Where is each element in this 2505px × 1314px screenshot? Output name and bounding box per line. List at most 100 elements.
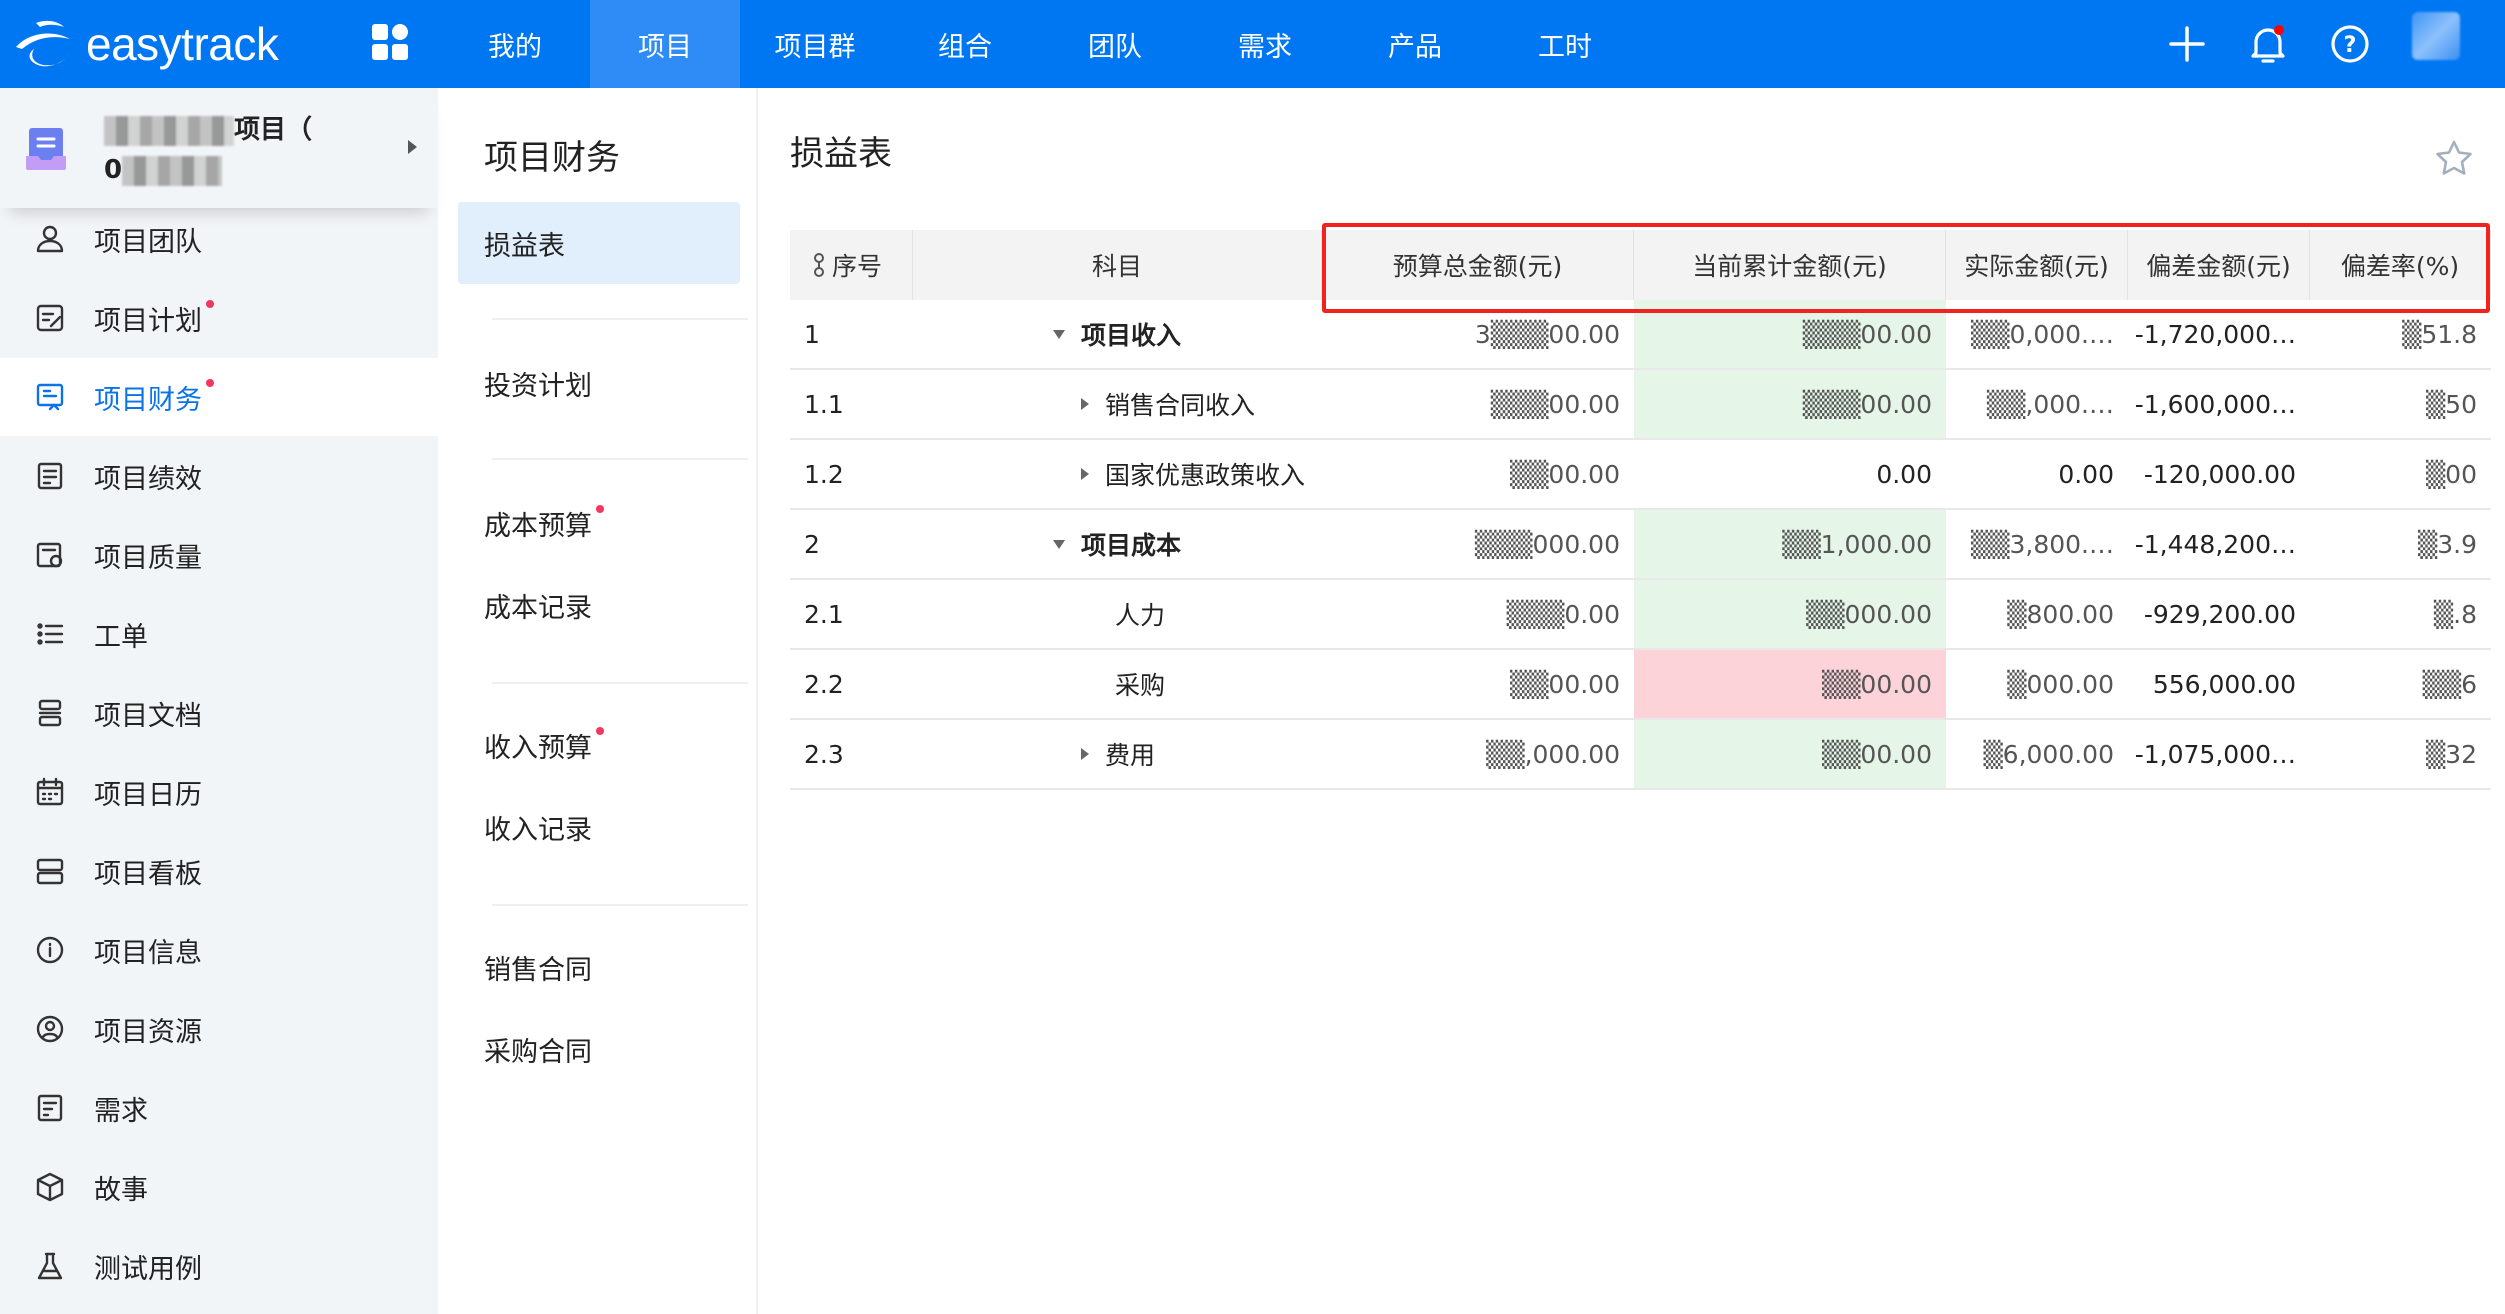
table-row[interactable]: 2.2 采购 ▒▒00.00 ▒▒00.00 ▒000.00 556,000.00 ▒▒6 bbox=[790, 650, 2491, 720]
current-cell: ▒▒▒00.00 bbox=[1634, 370, 1946, 438]
sidebar-item-10[interactable]: 项目资源 bbox=[0, 990, 438, 1068]
table-row[interactable]: 1.1 销售合同收入 ▒▒▒00.00 ▒▒▒00.00 ▒▒,000.… -1,600,… bbox=[790, 370, 2491, 440]
current-cell: ▒▒000.00 bbox=[1634, 580, 1946, 648]
avatar[interactable] bbox=[2412, 12, 2460, 60]
sidebar-item-7[interactable]: 项目日历 bbox=[0, 753, 438, 831]
row-number: 1.2 bbox=[790, 440, 913, 508]
project-name-text: 项目（ bbox=[234, 115, 313, 145]
sidebar-item-5[interactable]: 工单 bbox=[0, 595, 438, 673]
sidebar-item-3[interactable]: 项目绩效 bbox=[0, 437, 438, 515]
column-header-0[interactable]: 序号 bbox=[790, 230, 913, 300]
nav-item-4[interactable]: 团队 bbox=[1088, 31, 1142, 63]
nav-item-3[interactable]: 组合 bbox=[938, 31, 992, 63]
subnav-item-7[interactable]: 采购合同 bbox=[458, 1008, 740, 1090]
column-header-label: 偏差率(%) bbox=[2340, 252, 2460, 281]
document-icon bbox=[38, 699, 62, 727]
sidebar-item-label: 项目财务 bbox=[94, 384, 202, 416]
rate-cell: ▒51.8 bbox=[2310, 300, 2491, 368]
sidebar-item-2[interactable]: 项目财务 bbox=[0, 358, 438, 436]
actual-cell: ▒800.00 bbox=[1946, 580, 2128, 648]
collapse-caret-icon[interactable] bbox=[1053, 539, 1065, 549]
expand-arrow-icon[interactable] bbox=[408, 140, 417, 154]
budget-cell: ▒▒▒00.00 bbox=[1322, 370, 1634, 438]
collapse-caret-icon[interactable] bbox=[1053, 329, 1065, 339]
sidebar-item-0[interactable]: 项目团队 bbox=[0, 200, 438, 278]
sidebar-item-8[interactable]: 项目看板 bbox=[0, 832, 438, 910]
sidebar-item-9[interactable]: 项目信息 bbox=[0, 911, 438, 989]
project-switcher[interactable]: 项目（ 0 bbox=[0, 88, 438, 208]
nav-item-7[interactable]: 工时 bbox=[1538, 31, 1592, 63]
nav-item-6[interactable]: 产品 bbox=[1388, 31, 1442, 63]
table-row[interactable]: 2 项目成本 ▒▒▒000.00 ▒▒1,000.00 ▒▒3,800.… -1,448,… bbox=[790, 510, 2491, 580]
deviation-value: -120,000.00 bbox=[2143, 459, 2296, 489]
budget-cell: ▒▒▒000.00 bbox=[1322, 510, 1634, 578]
favorite-star-icon[interactable] bbox=[2434, 138, 2474, 178]
deviation-cell: -1,720,000… bbox=[2128, 300, 2310, 368]
nav-item-0[interactable]: 我的 bbox=[488, 31, 542, 63]
plan-icon bbox=[36, 304, 64, 332]
subnav-item-5[interactable]: 收入记录 bbox=[458, 786, 740, 868]
current-cell: ▒▒▒00.00 bbox=[1634, 300, 1946, 368]
row-number: 2 bbox=[790, 510, 913, 578]
top-nav: 我的 项目 项目群 组合 团队 需求 产品 工时 bbox=[440, 0, 1640, 88]
column-header-4[interactable]: 实际金额(元) bbox=[1946, 230, 2128, 300]
column-header-2[interactable]: 预算总金额(元) bbox=[1322, 230, 1634, 300]
sidebar-item-11[interactable]: 需求 bbox=[0, 1069, 438, 1147]
plus-icon[interactable] bbox=[2165, 22, 2209, 66]
table-row[interactable]: 1.2 国家优惠政策收入 ▒▒00.00 0.00 0.00 -120,000.00 ▒00 bbox=[790, 440, 2491, 510]
sidebar-item-1[interactable]: 项目计划 bbox=[0, 279, 438, 357]
subnav-item-3[interactable]: 成本记录 bbox=[458, 564, 740, 646]
row-number: 1 bbox=[790, 300, 913, 368]
requirement-icon bbox=[37, 1094, 63, 1122]
actual-cell: ▒▒0,000.… bbox=[1946, 300, 2128, 368]
subject-cell: 项目成本 bbox=[913, 510, 1322, 578]
subject-cell: 采购 bbox=[913, 650, 1322, 718]
row-number-text: 1.2 bbox=[804, 459, 844, 489]
subnav-item-4[interactable]: 收入预算 bbox=[458, 704, 740, 786]
table-row[interactable]: 1 项目收入 3▒▒▒00.00 ▒▒▒00.00 ▒▒0,000.… -1,720,00… bbox=[790, 300, 2491, 370]
help-icon[interactable]: ? bbox=[2328, 22, 2372, 66]
table-row[interactable]: 2.3 费用 ▒▒,000.00 ▒▒00.00 ▒6,000.00 -1,075,000… bbox=[790, 720, 2491, 790]
actual-cell: ▒6,000.00 bbox=[1946, 720, 2128, 788]
nav-item-1[interactable]: 项目 bbox=[590, 0, 740, 88]
project-sidebar: 项目（ 0 项目团队项目计划项目财务项目绩效 项目质量 工单 项目文档 项目日历 项目看板… bbox=[0, 88, 438, 1314]
column-header-5[interactable]: 偏差金额(元) bbox=[2128, 230, 2310, 300]
rate-cell: ▒.8 bbox=[2310, 580, 2491, 648]
current-value: ▒▒▒00.00 bbox=[1802, 389, 1932, 419]
subnav-item-6[interactable]: 销售合同 bbox=[458, 926, 740, 1008]
subnav-item-1[interactable]: 投资计划 bbox=[458, 342, 740, 424]
sidebar-item-label: 项目计划 bbox=[94, 305, 202, 337]
redacted-text bbox=[122, 155, 223, 186]
expand-caret-icon[interactable] bbox=[1081, 748, 1089, 760]
sidebar-item-6[interactable]: 项目文档 bbox=[0, 674, 438, 752]
subnav-item-label: 采购合同 bbox=[484, 1036, 592, 1068]
subnav-item-2[interactable]: 成本预算 bbox=[458, 482, 740, 564]
actual-value: ▒000.00 bbox=[2007, 669, 2114, 699]
notification-dot bbox=[206, 300, 214, 308]
actual-cell: ▒000.00 bbox=[1946, 650, 2128, 718]
bell-icon[interactable] bbox=[2246, 22, 2290, 66]
sidebar-item-4[interactable]: 项目质量 bbox=[0, 516, 438, 594]
column-header-3[interactable]: 当前累计金额(元) bbox=[1634, 230, 1946, 300]
current-value: ▒▒00.00 bbox=[1821, 739, 1932, 769]
top-bar: easytrack 我的 项目 项目群 组合 团队 需求 产品 工时 ? bbox=[0, 0, 2505, 88]
logo[interactable]: easytrack bbox=[14, 12, 279, 76]
subject-text: 项目成本 bbox=[1081, 531, 1182, 560]
subnav-item-0[interactable]: 损益表 bbox=[458, 202, 740, 284]
sidebar-item-12[interactable]: 故事 bbox=[0, 1148, 438, 1226]
rate-cell: ▒50 bbox=[2310, 370, 2491, 438]
expand-caret-icon[interactable] bbox=[1081, 398, 1089, 410]
expand-caret-icon[interactable] bbox=[1081, 468, 1089, 480]
nav-item-5[interactable]: 需求 bbox=[1238, 31, 1292, 63]
apps-grid-icon[interactable] bbox=[372, 24, 408, 60]
table-row[interactable]: 2.1 人力 ▒▒▒0.00 ▒▒000.00 ▒800.00 -929,200.00 ▒.… bbox=[790, 580, 2491, 650]
nav-item-2[interactable]: 项目群 bbox=[774, 31, 856, 63]
drag-handle-icon[interactable] bbox=[812, 252, 826, 278]
column-header-1[interactable]: 科目 bbox=[913, 230, 1322, 300]
column-header-6[interactable]: 偏差率(%) bbox=[2310, 230, 2491, 300]
sidebar-item-13[interactable]: 测试用例 bbox=[0, 1227, 438, 1305]
list-icon bbox=[37, 623, 64, 645]
subject-text: 人力 bbox=[1115, 601, 1166, 630]
project-name: 项目（ 0 bbox=[104, 110, 312, 190]
divider bbox=[492, 682, 748, 684]
